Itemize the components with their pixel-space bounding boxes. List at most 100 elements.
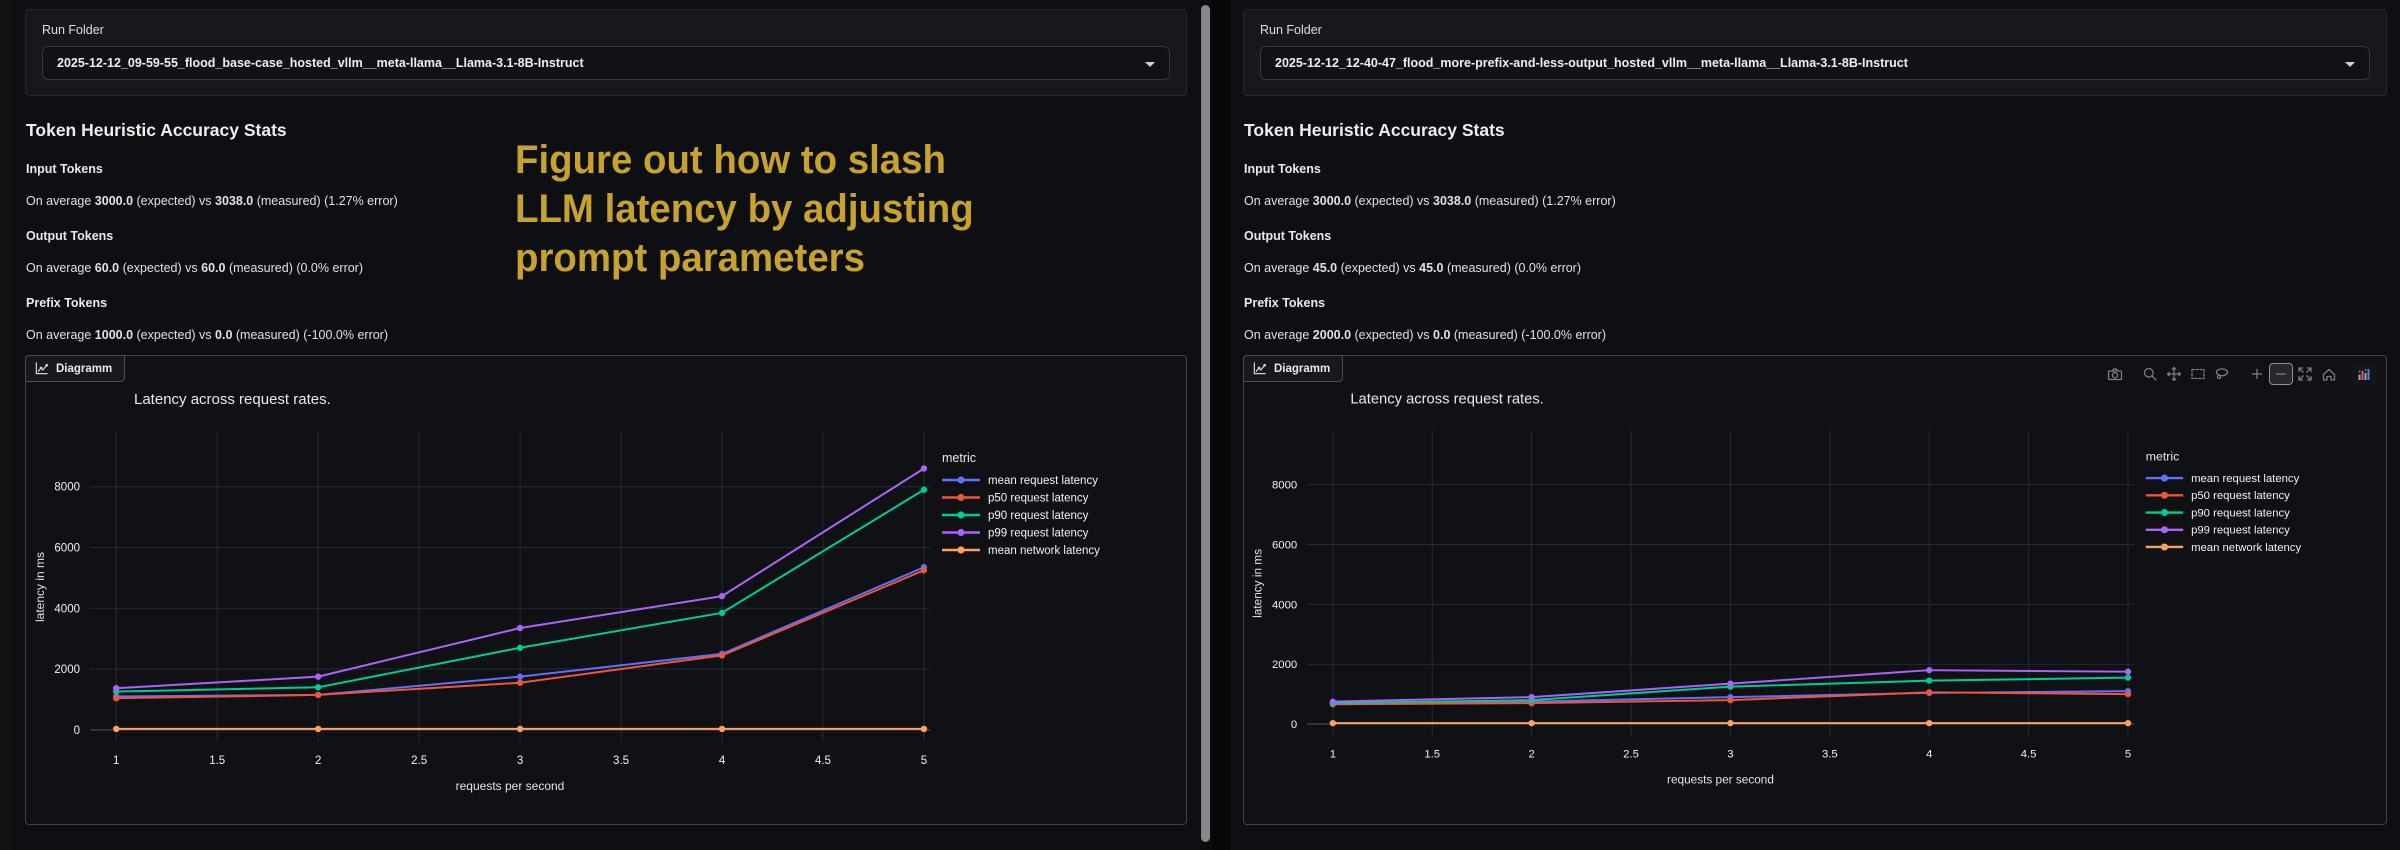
x-tick-label: 1.5 [209,755,225,767]
svg-text:p90 request latency: p90 request latency [988,510,1089,522]
data-point[interactable] [314,684,322,691]
x-tick-label: 1.5 [1424,749,1440,761]
legend-item[interactable]: p90 request latency [942,510,1089,522]
scrollbar-thumb[interactable] [1201,5,1210,842]
legend-title: metric [2146,449,2179,463]
y-tick-label: 6000 [54,542,80,554]
legend-item[interactable]: p50 request latency [2145,490,2290,502]
box-select-icon[interactable] [2186,363,2210,385]
autoscale-icon[interactable] [2293,363,2317,385]
svg-text:mean network latency: mean network latency [2191,542,2301,554]
x-tick-label: 4.5 [2021,749,2037,761]
data-point[interactable] [920,486,928,493]
data-point[interactable] [2124,690,2132,698]
data-point[interactable] [516,624,524,632]
x-tick-label: 2.5 [411,755,427,767]
data-point[interactable] [113,695,120,702]
legend-item[interactable]: mean network latency [2145,542,2302,554]
prefix-tokens-heading: Prefix Tokens [1244,296,1326,310]
data-point[interactable] [516,673,524,680]
y-axis-label: latency in ms [33,552,47,622]
latency-chart-panel-right: Diagramm 1 1.5 2 2.5 3 3.5 4 4.5 5 0 2000 4000 6000 8… [1243,355,2387,825]
x-tick-label: 3.5 [1822,749,1838,761]
data-point[interactable] [718,609,726,617]
data-point[interactable] [718,652,726,659]
data-point[interactable] [718,725,726,733]
data-point[interactable] [314,673,322,680]
zoom-out-icon[interactable] [2269,363,2293,385]
data-point[interactable] [314,691,322,699]
diagram-tab-label: Diagramm [1274,362,1331,375]
data-point[interactable] [718,592,726,600]
zoom-icon[interactable] [2138,363,2162,385]
annotation-overlay-text: Figure out how to slash LLM latency by ad… [515,136,974,283]
plotly-logo-icon[interactable] [2352,363,2376,385]
y-tick-label: 2000 [1272,659,1297,671]
latency-chart-panel-left: Diagramm 1 1.5 2 2.5 3 3.5 4 4.5 5 0 2000 4000 6000 8… [25,355,1187,825]
run-folder-selected-value: 2025-12-12_09-59-55_flood_base-case_host… [57,56,584,70]
token-stats-section: Token Heuristic Accuracy Stats Input Tok… [12,120,1200,342]
y-axis-label: latency in ms [1251,549,1265,618]
data-point[interactable] [1926,719,1933,727]
line-chart-icon [35,362,49,375]
data-point[interactable] [1329,719,1336,727]
data-point[interactable] [2124,668,2132,675]
data-point[interactable] [920,567,928,574]
left-panel-scrollbar[interactable] [1200,0,1212,850]
lasso-select-icon[interactable] [2210,363,2234,385]
x-axis-label: requests per second [456,779,565,793]
svg-text:mean network latency: mean network latency [988,545,1100,557]
left-run-panel: Run Folder 2025-12-12_09-59-55_flood_bas… [12,0,1200,850]
data-point[interactable] [1727,680,1734,687]
run-folder-select[interactable]: 2025-12-12_09-59-55_flood_base-case_host… [42,46,1170,80]
legend-item[interactable]: mean request latency [942,475,1098,487]
data-point[interactable] [314,725,322,733]
data-point[interactable] [1528,693,1535,701]
data-point[interactable] [516,644,524,651]
legend-item[interactable]: p50 request latency [942,493,1089,505]
data-point[interactable] [1727,719,1734,727]
data-point[interactable] [920,465,928,472]
data-point[interactable] [516,679,524,686]
legend-item[interactable]: p99 request latency [2145,525,2290,537]
legend-title: metric [942,451,976,465]
prefix-tokens-stat: On average 2000.0 (expected) vs 0.0 (mea… [1244,328,1607,342]
input-tokens-stat: On average 3000.0 (expected) vs 3038.0 (… [26,194,398,208]
y-tick-label: 4000 [54,603,80,615]
data-point[interactable] [1926,677,1933,684]
x-axis-label: requests per second [1667,772,1774,786]
chevron-down-icon [2345,62,2355,67]
run-folder-select[interactable]: 2025-12-12_12-40-47_flood_more-prefix-an… [1260,46,2370,80]
legend-item[interactable]: mean network latency [942,545,1100,557]
diagram-tab[interactable]: Diagramm [1243,355,1344,382]
y-tick-label: 0 [74,725,80,737]
data-point[interactable] [113,725,120,733]
data-point[interactable] [1528,719,1535,727]
download-plot-camera-icon[interactable] [2103,363,2127,385]
data-point[interactable] [516,725,524,733]
pan-icon[interactable] [2162,363,2186,385]
overlay-text-line: LLM latency by adjusting [515,187,974,231]
data-point[interactable] [920,725,928,733]
run-folder-label: Run Folder [42,23,104,37]
legend-item[interactable]: p90 request latency [2145,507,2290,519]
diagram-tab[interactable]: Diagramm [25,355,126,382]
data-point[interactable] [1727,696,1734,704]
data-point[interactable] [1926,667,1933,674]
data-point[interactable] [2124,719,2132,727]
legend-item[interactable]: mean request latency [2145,473,2300,485]
legend-item[interactable]: p99 request latency [942,528,1089,540]
y-tick-label: 4000 [1272,599,1297,611]
x-tick-label: 5 [921,755,927,767]
data-point[interactable] [1329,698,1336,705]
reset-axes-home-icon[interactable] [2317,363,2341,385]
data-point[interactable] [1926,689,1933,696]
x-tick-label: 1 [113,755,119,767]
overlay-text-line: Figure out how to slash [515,138,946,182]
zoom-in-icon[interactable] [2245,363,2269,385]
data-point[interactable] [113,685,120,692]
x-tick-label: 4 [1926,749,1932,761]
overlay-text-line: prompt parameters [515,236,865,280]
x-tick-label: 3 [517,755,523,767]
data-point[interactable] [2124,674,2132,681]
